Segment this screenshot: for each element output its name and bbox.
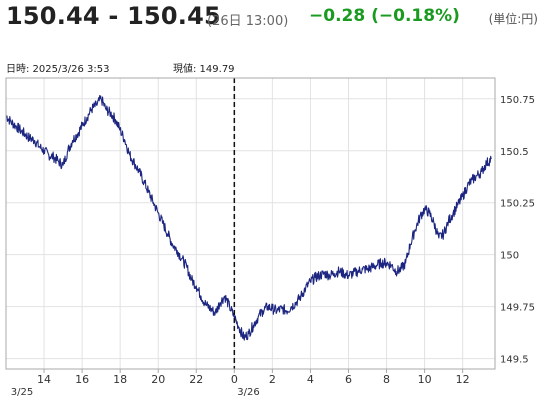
y-tick-label: 150 — [500, 251, 519, 262]
y-axis: 149.5 149.75 150 150.25 150.5 150.75 — [500, 95, 535, 366]
cursor-datetime: 日時: 2025/3/26 3:53 — [6, 64, 110, 75]
quote-header: 150.44 - 150.45 (26日 13:00) −0.28 (−0.18… — [6, 2, 538, 34]
y-tick-label: 150.75 — [500, 95, 535, 106]
unit-label: (単位:円) — [488, 12, 538, 26]
x-tick-label: 12 — [456, 373, 470, 386]
date-label: 3/25 — [11, 387, 33, 398]
cursor-price: 現値: 149.79 — [173, 64, 235, 75]
y-tick-label: 150.25 — [500, 199, 535, 210]
y-tick-label: 150.5 — [500, 147, 529, 158]
x-tick-label: 4 — [307, 373, 314, 386]
plot-border — [5, 77, 496, 370]
x-tick-label: 6 — [345, 373, 352, 386]
x-axis: 14 16 18 20 22 0 2 4 6 8 10 12 3/25 3/26 — [11, 369, 470, 398]
series-layer — [5, 95, 492, 341]
y-tick-label: 149.75 — [500, 303, 535, 314]
plot-frame — [5, 77, 496, 370]
x-tick-label: 22 — [189, 373, 203, 386]
x-tick-label: 8 — [383, 373, 390, 386]
date-label: 3/26 — [237, 387, 259, 398]
x-tick-label: 10 — [418, 373, 432, 386]
x-tick-label: 0 — [231, 373, 238, 386]
y-tick-label: 149.5 — [500, 355, 529, 366]
x-tick-label: 16 — [75, 373, 89, 386]
price-change: −0.28 (−0.18%) — [309, 6, 460, 26]
quote-time: (26日 13:00) — [207, 14, 289, 29]
price-line — [5, 95, 492, 341]
x-tick-label: 18 — [113, 373, 127, 386]
grid-lines — [6, 78, 495, 369]
price-range: 150.44 - 150.45 — [6, 2, 221, 30]
x-tick-label: 2 — [269, 373, 276, 386]
x-tick-label: 20 — [151, 373, 165, 386]
x-tick-label: 14 — [37, 373, 51, 386]
